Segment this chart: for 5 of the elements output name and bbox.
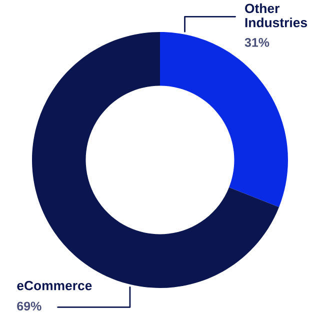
donut-slice	[160, 32, 288, 208]
data-label: 31%	[244, 38, 270, 47]
data-label: 69%	[17, 302, 42, 311]
slice-label: Other Industries	[245, 3, 307, 28]
slice-label: eCommerce	[17, 280, 92, 290]
